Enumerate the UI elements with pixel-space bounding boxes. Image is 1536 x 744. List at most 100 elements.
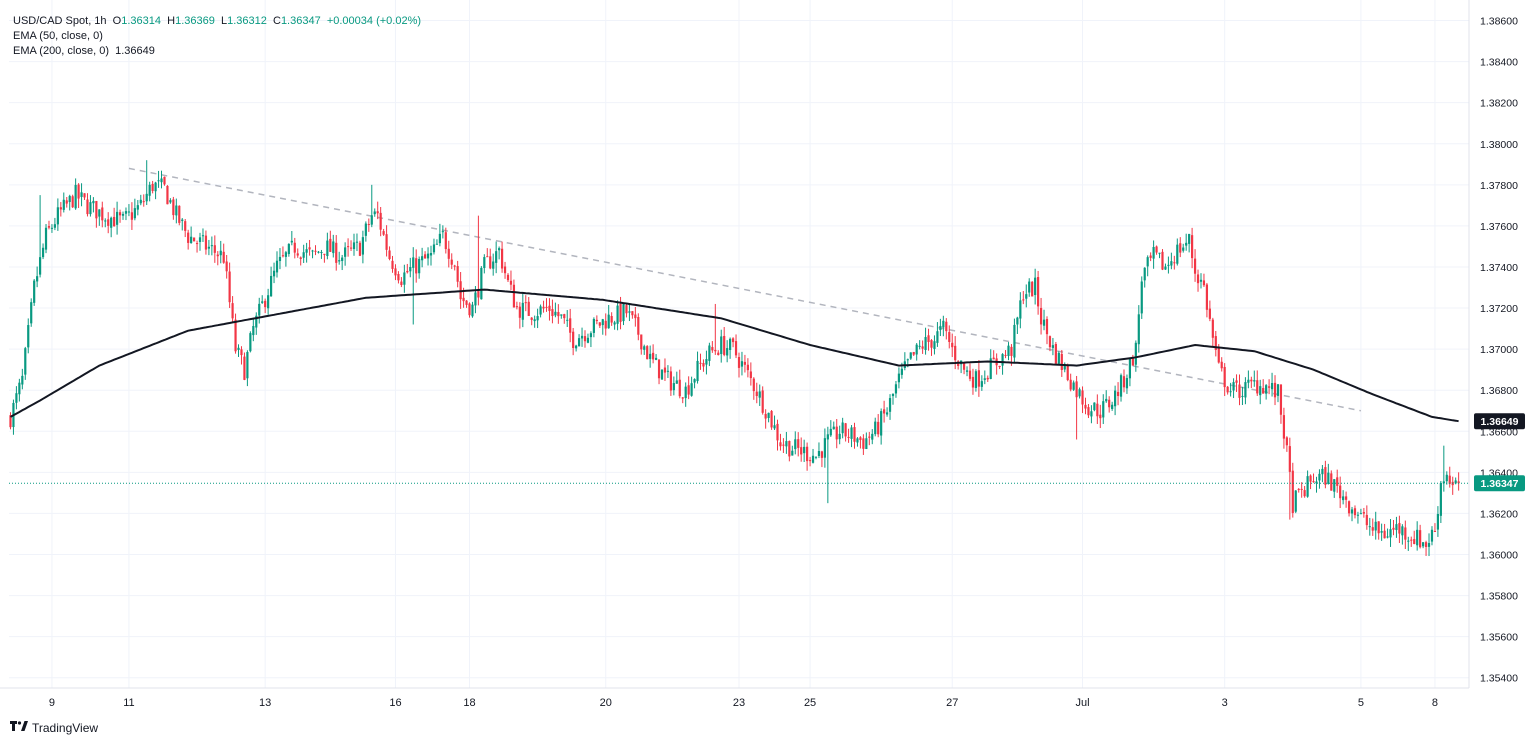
candle-body [1259,386,1262,396]
candle-body [113,216,116,227]
candle-body [1229,391,1232,393]
candle-body [172,199,175,216]
candle-body [166,185,169,205]
candle-body [80,192,83,197]
candle-body [500,248,504,269]
candle-body [912,352,915,355]
candle-body [764,413,767,419]
candle-body [272,270,276,277]
candle-body [139,199,142,204]
candle-body [506,274,510,281]
x-tick-label: 27 [946,697,958,709]
candle-body [542,306,545,309]
candle-body [1045,319,1049,335]
candle-body [495,251,498,263]
candle-body [33,280,36,303]
candle-body [344,247,347,257]
x-tick-label: 9 [49,697,55,709]
candle-body [1244,382,1247,398]
candle-body [326,240,329,257]
candle-body [1114,390,1117,407]
candle-body [1309,475,1312,482]
candle-body [1226,386,1229,393]
candle-body [714,349,717,352]
candle-body [965,370,969,372]
candle-body [1028,281,1031,293]
candle-body [897,373,901,383]
candle-body [1179,243,1182,253]
candle-body [613,322,616,325]
candle-body [1158,252,1161,254]
candle-body [379,212,382,230]
candle-body [865,438,868,449]
candle-body [746,364,749,371]
candle-body [684,386,687,399]
candle-body [1253,380,1256,382]
candle-body [557,312,560,317]
candle-body [986,377,989,380]
candle-body [1247,379,1250,383]
candle-body [989,358,992,379]
candle-body [1353,508,1357,516]
candle-body [797,439,800,448]
candle-body [1416,529,1419,546]
candle-body [1285,437,1288,446]
candle-body [308,247,311,250]
candle-body [948,332,951,342]
candle-body [15,393,18,403]
candle-body [429,252,433,256]
candle-body [65,200,68,204]
candle-body [1312,481,1315,483]
ema200-label: EMA (200, close, 0) [13,45,109,57]
x-tick-label: 16 [389,697,401,709]
ema200-badge-label: 1.36649 [1481,416,1519,428]
candle-body [548,305,551,311]
candle-body [115,211,119,225]
candle-body [1294,490,1297,512]
candle-body [811,455,815,463]
candle-body [1140,281,1143,314]
candle-body [391,260,394,269]
candle-body [418,258,421,274]
candle-body [566,319,569,321]
candle-body [130,212,134,220]
candle-body [462,297,465,302]
candle-body [681,397,684,399]
tradingview-brand[interactable]: TradingView [10,720,98,735]
time-axis[interactable]: 9 11 13 16 18 20 23 25 27 Jul 3 5 8 [49,697,1438,709]
candle-body [968,370,972,379]
candle-body [1060,353,1063,370]
candle-body [252,325,255,336]
candle-body [133,208,136,219]
candle-body [1131,357,1134,366]
candle-body [770,411,773,428]
axis-frame [0,0,1470,689]
ema-200-path [10,288,1459,423]
candle-body [370,215,373,225]
candle-body [731,338,735,343]
price-axis[interactable]: 1.354001.356001.358001.360001.362001.364… [1480,16,1518,685]
candle-body [794,439,797,450]
candle-body [1232,382,1235,391]
candle-body [269,275,273,297]
candle-body [918,345,921,347]
candle-body [219,250,222,256]
candle-body [817,450,821,456]
candle-body [225,261,228,272]
candle-body [577,338,581,347]
candle-body [530,317,533,320]
candle-body [1214,336,1217,350]
candle-body [1152,246,1155,259]
y-tick-label: 1.37600 [1480,221,1518,233]
candle-body [1306,476,1309,497]
candle-body [349,247,353,249]
candle-body [527,301,530,316]
candle-body [1362,512,1365,514]
candle-body [640,334,643,350]
candle-body [729,338,732,350]
candle-body [1037,277,1040,307]
candle-body [1191,235,1194,259]
candle-body [1078,389,1081,397]
candle-body [1238,384,1241,398]
